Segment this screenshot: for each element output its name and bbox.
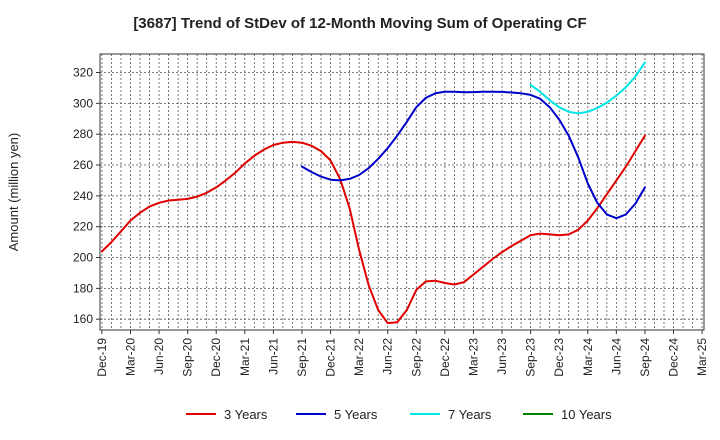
- legend-label: 10 Years: [561, 407, 612, 422]
- y-tick-label: 280: [73, 127, 93, 141]
- plot-frame: [99, 53, 705, 331]
- y-tick-label: 200: [73, 251, 93, 265]
- y-tick-label: 220: [73, 220, 93, 234]
- x-tick-label: Dec-24: [667, 338, 681, 377]
- x-tick-label: Mar-20: [123, 338, 137, 376]
- y-axis-ticks: 160 180 200 220 240 260 280 300 320: [73, 66, 100, 326]
- x-tick-label: Dec-20: [209, 338, 223, 377]
- x-tick-label: Sep-24: [638, 338, 652, 377]
- series-line-7-years: [529, 61, 646, 115]
- y-tick-label: 160: [73, 312, 93, 326]
- legend-item: 5 Years: [296, 407, 378, 422]
- legend: 3 Years 5 Years 7 Years 10 Years: [186, 407, 612, 422]
- y-tick-label: 320: [73, 66, 93, 80]
- legend-item: 7 Years: [410, 407, 492, 422]
- series-line-5-years: [301, 90, 646, 220]
- plot-area: [100, 54, 704, 330]
- x-tick-label: Dec-19: [95, 338, 109, 377]
- x-tick-label: Sep-21: [295, 338, 309, 377]
- x-tick-label: Sep-22: [409, 338, 423, 377]
- x-tick-label: Sep-20: [181, 338, 195, 377]
- x-tick-label: Mar-24: [581, 338, 595, 376]
- chart-title: [3687] Trend of StDev of 12-Month Moving…: [133, 15, 586, 32]
- y-tick-label: 260: [73, 158, 93, 172]
- x-tick-label: Jun-22: [381, 338, 395, 375]
- y-tick-label: 300: [73, 96, 93, 110]
- legend-item: 3 Years: [186, 407, 268, 422]
- x-tick-label: Jun-24: [609, 338, 623, 375]
- x-tick-label: Sep-23: [524, 338, 538, 377]
- y-tick-label: 240: [73, 189, 93, 203]
- legend-label: 5 Years: [334, 407, 378, 422]
- series-line-3-years: [100, 134, 646, 325]
- x-tick-label: Jun-21: [266, 338, 280, 375]
- x-tick-label: Jun-23: [495, 338, 509, 375]
- x-tick-label: Jun-20: [152, 338, 166, 375]
- y-tick-label: 180: [73, 281, 93, 295]
- legend-label: 7 Years: [448, 407, 492, 422]
- legend-item: 10 Years: [523, 407, 612, 422]
- x-tick-label: Mar-22: [352, 338, 366, 376]
- x-tick-label: Dec-22: [438, 338, 452, 377]
- series-lines: [100, 61, 646, 325]
- x-tick-label: Dec-23: [552, 338, 566, 377]
- x-axis-ticks: Dec-19 Mar-20 Jun-20 Sep-20 Dec-20 Mar-21 Jun-…: [95, 330, 709, 377]
- legend-label: 3 Years: [224, 407, 268, 422]
- x-tick-label: Dec-21: [324, 338, 338, 377]
- x-tick-label: Mar-21: [238, 338, 252, 376]
- x-tick-label: Mar-25: [695, 338, 709, 376]
- x-tick-label: Mar-23: [466, 338, 480, 376]
- y-axis-label: Amount (million yen): [6, 133, 21, 252]
